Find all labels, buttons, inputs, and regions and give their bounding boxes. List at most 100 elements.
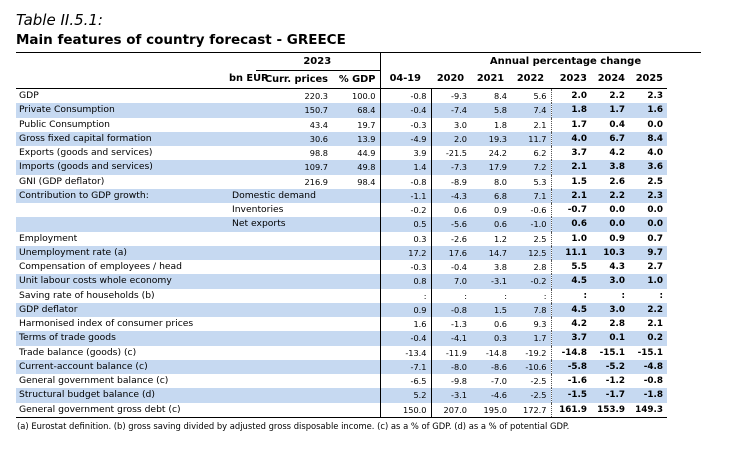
forecast-cell: 1.7 [591, 103, 629, 118]
value-cell: 8.4 [493, 91, 507, 102]
row-sublabel: Net exports [226, 217, 380, 232]
value-cell: -8.6 [471, 359, 511, 374]
value-cell: -11.9 [445, 347, 467, 358]
forecast-cell: 2.8 [609, 319, 625, 330]
value-cell: 2.8 [533, 262, 547, 273]
row-sublabel: Inventories [232, 204, 284, 216]
forecast-table: 2023 Annual percentage change bn EUR Cur… [16, 52, 701, 418]
forecast-cell: 3.0 [591, 302, 629, 317]
table-row: Public Consumption 43.4 19.7 -0.3 3.0 1.8 2.1 1… [16, 117, 701, 132]
value-cell: 14.7 [471, 245, 511, 260]
value-cell: -10.6 [511, 359, 551, 374]
curr-prices-cell: 109.7 [256, 160, 332, 175]
value-cell: -6.5 [379, 374, 432, 389]
table-row: Contribution to GDP growth: Domestic dema… [16, 188, 701, 203]
value-cell: 17.9 [471, 160, 511, 175]
forecast-cell: 153.9 [591, 402, 629, 418]
forecast-cell: 6.7 [591, 131, 629, 146]
table-row: Harmonised index of consumer prices 1.6 -1… [16, 317, 701, 332]
value-cell: 5.2 [379, 388, 432, 403]
forecast-cell: -0.8 [643, 376, 663, 387]
period-header: 2023 [551, 70, 591, 89]
forecast-cell: 4.0 [550, 131, 591, 146]
table-row: Compensation of employees / head -0.3 -0.4… [16, 260, 701, 275]
value-cell: 1.8 [493, 119, 507, 130]
table-row: Net exports 0.5 -5.6 0.6 -1.0 0.6 0.0 0.0 [16, 217, 701, 232]
forecast-cell: 4.0 [647, 148, 663, 159]
base-year-header: 2023 [256, 53, 380, 71]
forecast-cell: : [550, 288, 591, 303]
forecast-cell: 0.0 [647, 205, 663, 216]
row-label: Saving rate of households (b) [19, 289, 155, 301]
row-label: Current-account balance (c) [16, 359, 256, 374]
pct-gdp-cell [332, 245, 380, 260]
row-label: GDP deflator [16, 302, 256, 317]
table-row: Saving rate of households (b)::::::: [16, 288, 701, 303]
forecast-cell: 3.0 [591, 274, 629, 289]
table-row: Current-account balance (c) -7.1 -8.0 -8.6-… [16, 359, 701, 374]
forecast-cell: 0.4 [609, 119, 625, 130]
value-cell: : [464, 290, 467, 301]
forecast-cell: : [659, 290, 663, 301]
forecast-cell: 1.0 [550, 231, 591, 246]
period-header: 2022 [511, 70, 551, 89]
pct-gdp-cell [332, 289, 380, 303]
row-label: Structural budget balance (d) [16, 388, 256, 403]
value-cell: 1.2 [493, 233, 507, 244]
curr-prices-cell [256, 331, 332, 346]
pct-gdp-cell [332, 346, 380, 360]
value-cell: : [504, 290, 507, 301]
pct-gdp-cell [332, 274, 380, 289]
value-cell: 6.8 [471, 188, 511, 203]
value-cell: -3.1 [471, 274, 511, 289]
forecast-cell: : [621, 290, 625, 301]
curr-prices-cell: 150.7 [256, 103, 332, 118]
value-cell: -0.4 [379, 103, 432, 118]
forecast-cell: 4.5 [550, 302, 591, 317]
table-row: Employment 0.3 -2.6 1.2 2.5 1.0 0.9 0.7 [16, 231, 701, 246]
forecast-cell: 2.1 [550, 160, 591, 175]
forecast-cell: 4.3 [609, 262, 625, 273]
value-cell: 7.2 [511, 160, 551, 175]
forecast-cell: 2.2 [591, 188, 629, 203]
value-cell: 195.0 [471, 402, 511, 418]
value-cell: 1.6 [379, 317, 432, 332]
document: Table II.5.1: Main features of country f… [16, 10, 701, 432]
forecast-cell: 3.6 [629, 160, 667, 175]
curr-prices-cell: 216.9 [304, 176, 328, 187]
curr-prices-cell [256, 317, 332, 331]
value-cell: 12.5 [511, 245, 551, 260]
pct-gdp-cell [332, 317, 380, 331]
curr-prices-cell: 43.4 [309, 119, 328, 130]
table-row: General government balance (c) -6.5 -9.8 -7… [16, 374, 701, 389]
row-label: Unemployment rate (a) [16, 245, 256, 260]
value-cell: 7.1 [511, 188, 551, 203]
forecast-cell: -15.1 [637, 347, 663, 358]
value-cell: 9.3 [533, 319, 547, 330]
forecast-cell: 1.8 [550, 103, 591, 118]
value-cell: 2.1 [533, 119, 547, 130]
forecast-cell: 10.3 [591, 245, 629, 260]
pct-gdp-cell: 68.4 [332, 103, 380, 118]
value-cell: 0.5 [379, 217, 432, 232]
period-header: 2025 [629, 70, 667, 89]
value-cell: 7.8 [511, 302, 551, 317]
table-row: Exports (goods and services) 98.8 44.9 3.9 -… [16, 146, 701, 161]
value-cell: -2.6 [451, 233, 467, 244]
pct-gdp-cell: 98.4 [357, 176, 376, 187]
forecast-cell: 4.2 [609, 148, 625, 159]
value-cell: -0.8 [379, 174, 432, 189]
row-label: Gross fixed capital formation [16, 131, 256, 146]
value-cell: 1.4 [379, 160, 432, 175]
value-cell: -4.3 [431, 188, 471, 203]
pct-gdp-cell [332, 331, 380, 346]
forecast-cell: 9.7 [629, 245, 667, 260]
value-cell: -4.9 [379, 131, 432, 146]
forecast-cell: 1.6 [629, 103, 667, 118]
period-header: 2021 [471, 70, 511, 89]
footnote: (a) Eurostat definition. (b) gross savin… [17, 420, 570, 431]
value-cell: -1.3 [451, 319, 467, 330]
forecast-cell: 0.0 [591, 217, 629, 232]
row-label: Employment [19, 232, 78, 244]
table-row: Unemployment rate (a) 17.2 17.6 14.7 12.5 11.… [16, 245, 701, 260]
